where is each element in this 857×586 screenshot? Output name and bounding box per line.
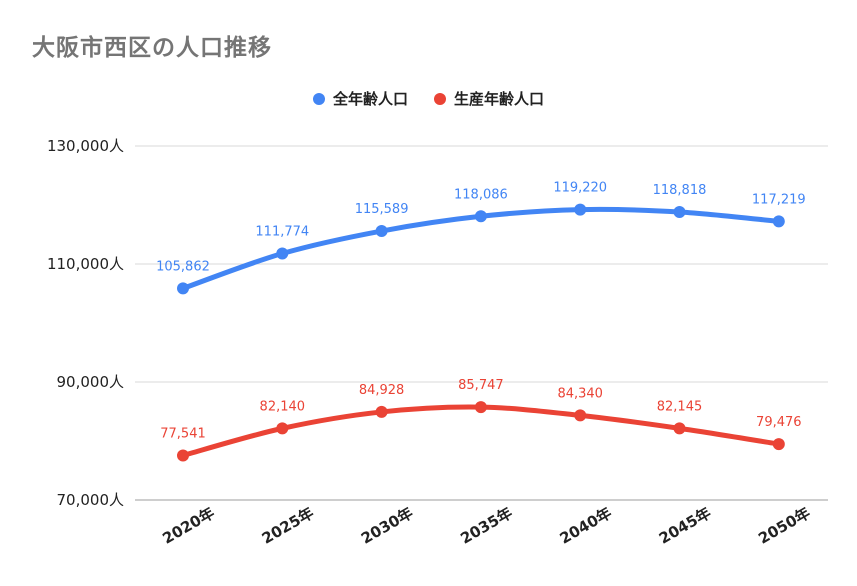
y-tick-label: 130,000人: [47, 137, 124, 155]
data-point: [574, 203, 587, 216]
data-label: 105,862: [156, 259, 210, 274]
x-tick-label: 2050年: [755, 504, 813, 548]
data-point: [375, 405, 388, 418]
data-point: [772, 215, 785, 228]
data-point: [375, 225, 388, 238]
legend: 全年齢人口 生産年齢人口: [0, 88, 857, 109]
data-label: 85,747: [458, 378, 504, 393]
legend-label-working: 生産年齢人口: [454, 90, 545, 108]
data-point: [772, 438, 785, 451]
data-label: 84,340: [557, 386, 603, 401]
legend-item-working[interactable]: 生産年齢人口: [434, 88, 544, 109]
y-tick-label: 90,000人: [57, 373, 125, 391]
data-label: 118,818: [653, 183, 707, 198]
data-point: [276, 422, 289, 435]
data-point: [474, 401, 487, 414]
legend-item-total[interactable]: 全年齢人口: [312, 88, 408, 109]
data-label: 118,086: [454, 187, 508, 202]
chart-title: 大阪市西区の人口推移: [32, 35, 272, 61]
data-point: [574, 409, 587, 422]
legend-marker-total: [312, 92, 325, 105]
data-label: 79,476: [756, 415, 802, 430]
legend-marker-working: [434, 92, 446, 105]
data-label: 111,774: [255, 225, 309, 240]
x-tick-label: 2040年: [557, 504, 615, 548]
data-point: [177, 449, 189, 462]
data-point: [673, 205, 686, 218]
data-label: 84,928: [359, 383, 405, 398]
data-point: [276, 247, 289, 260]
data-label: 77,541: [160, 427, 206, 442]
x-tick-label: 2020年: [159, 504, 217, 548]
data-label: 82,145: [657, 399, 703, 414]
x-tick-label: 2035年: [457, 504, 515, 548]
data-point: [177, 282, 189, 295]
data-point: [673, 422, 686, 435]
x-tick-label: 2030年: [358, 504, 416, 548]
legend-label-total: 全年齢人口: [332, 90, 408, 108]
data-label: 82,140: [260, 399, 306, 414]
data-label: 119,220: [553, 181, 607, 196]
y-tick-label: 70,000人: [57, 491, 125, 509]
data-label: 115,589: [355, 202, 409, 217]
data-point: [474, 210, 487, 223]
y-tick-label: 110,000人: [47, 255, 124, 273]
data-label: 117,219: [752, 192, 806, 207]
x-tick-label: 2025年: [259, 504, 317, 548]
x-tick-label: 2045年: [656, 504, 714, 548]
